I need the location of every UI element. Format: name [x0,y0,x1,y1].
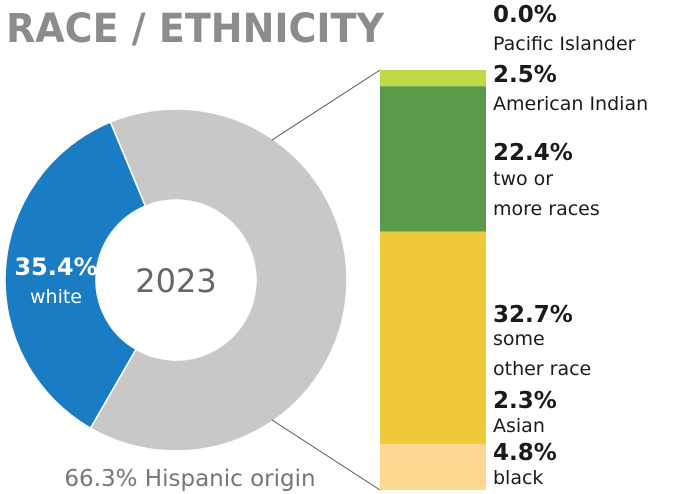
segment-label: Asian [493,415,545,437]
segment-label: some other race [493,328,591,380]
connector [271,69,381,141]
slice-label: white [30,286,82,308]
center-label: 2023 [135,262,216,300]
donut-slice [89,108,348,452]
segment-label: two or more races [493,168,600,220]
segment-value-label: 32.7% [493,302,573,328]
bar-segment [380,86,486,232]
segment-value-label: 0.0% [493,2,557,28]
donut-slice [4,121,147,430]
segment-value-label: 22.4% [493,140,573,166]
bar-segment [380,458,486,490]
segment-value-label: 2.3% [493,388,557,414]
bar-segment [380,70,486,87]
segment-value-label: 4.8% [493,440,557,466]
connector [271,419,381,491]
slice-value-label: 35.4% [14,253,97,281]
chart-title: RACE / ETHNICITY [6,6,385,52]
bar-segment [380,231,486,444]
segment-label: Pacific Islander [493,33,636,55]
segment-value-label: 2.5% [493,62,557,88]
segment-label: black [493,467,543,489]
bar-segment [380,443,486,459]
annotation: 66.3% Hispanic origin [64,466,315,492]
segment-label: American Indian [493,93,648,115]
